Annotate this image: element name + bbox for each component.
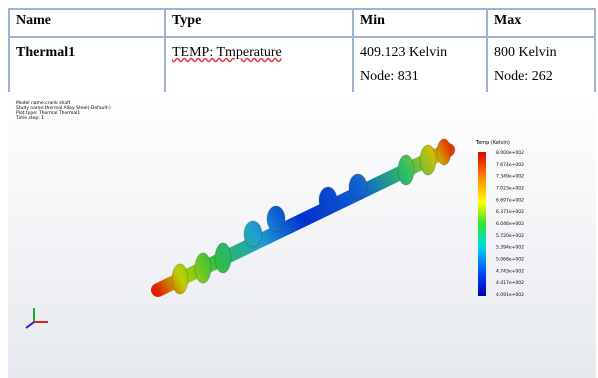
page: Name Type Min Max Thermal1 TEMP: Tmperat… bbox=[0, 0, 598, 378]
legend-label: 4.417e+002 bbox=[496, 280, 524, 286]
legend-label: 7.349e+002 bbox=[496, 174, 524, 180]
result-table: Name Type Min Max Thermal1 TEMP: Tmperat… bbox=[8, 8, 596, 94]
header-row: Name Type Min Max bbox=[9, 9, 595, 37]
cell-line: 800 Kelvin bbox=[494, 41, 588, 65]
header-cell: Min bbox=[353, 9, 487, 37]
cell-line: Node: 831 bbox=[360, 65, 480, 89]
cell-text: TEMP: Tmperature bbox=[172, 45, 282, 60]
legend-label: 6.046e+002 bbox=[496, 221, 524, 227]
legend-label: 5.068e+002 bbox=[496, 257, 524, 263]
legend-label: 8.000e+002 bbox=[496, 150, 524, 156]
legend-label: 4.091e+002 bbox=[496, 292, 524, 298]
header-cell: Max bbox=[487, 9, 595, 37]
legend-label: 4.743e+002 bbox=[496, 268, 524, 274]
header-cell: Type bbox=[165, 9, 353, 37]
legend-label: 5.720e+002 bbox=[496, 233, 524, 239]
cell-line: 409.123 Kelvin bbox=[360, 41, 480, 65]
info-line: Time step: 1 bbox=[15, 115, 44, 121]
legend-label: 5.394e+002 bbox=[496, 245, 524, 251]
legend-label: 7.023e+002 bbox=[496, 186, 524, 192]
legend-label: 6.371e+002 bbox=[496, 209, 524, 215]
cell-line: Node: 262 bbox=[494, 65, 588, 89]
legend-title: Temp (Kelvin) bbox=[475, 140, 510, 146]
cell: TEMP: Tmperature bbox=[165, 37, 353, 93]
data-row: Thermal1 TEMP: Tmperature 409.123 Kelvin… bbox=[9, 37, 595, 93]
color-bar bbox=[478, 152, 486, 296]
legend-label: 6.697e+002 bbox=[496, 197, 524, 203]
legend-label: 7.674e+002 bbox=[496, 162, 524, 168]
header-cell: Name bbox=[9, 9, 165, 37]
cell: Thermal1 bbox=[9, 37, 165, 93]
